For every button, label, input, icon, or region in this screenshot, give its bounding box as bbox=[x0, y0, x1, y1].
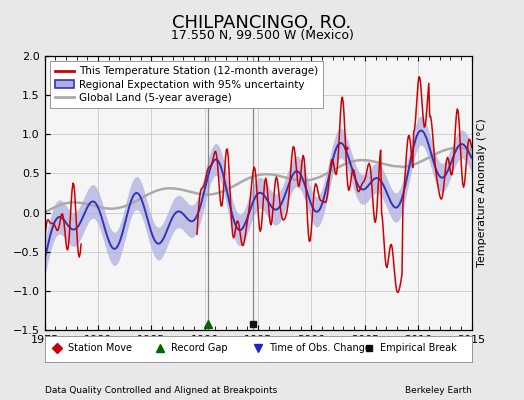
Y-axis label: Temperature Anomaly (°C): Temperature Anomaly (°C) bbox=[477, 119, 487, 267]
Text: Empirical Break: Empirical Break bbox=[380, 344, 456, 354]
Text: Berkeley Earth: Berkeley Earth bbox=[405, 386, 472, 395]
Text: Time of Obs. Change: Time of Obs. Change bbox=[269, 344, 370, 354]
Text: Record Gap: Record Gap bbox=[170, 344, 227, 354]
Text: Station Move: Station Move bbox=[68, 344, 132, 354]
Text: CHILPANCINGO, RO.: CHILPANCINGO, RO. bbox=[172, 14, 352, 32]
Text: 17.550 N, 99.500 W (Mexico): 17.550 N, 99.500 W (Mexico) bbox=[171, 29, 353, 42]
Text: Data Quality Controlled and Aligned at Breakpoints: Data Quality Controlled and Aligned at B… bbox=[45, 386, 277, 395]
Legend: This Temperature Station (12-month average), Regional Expectation with 95% uncer: This Temperature Station (12-month avera… bbox=[50, 61, 323, 108]
